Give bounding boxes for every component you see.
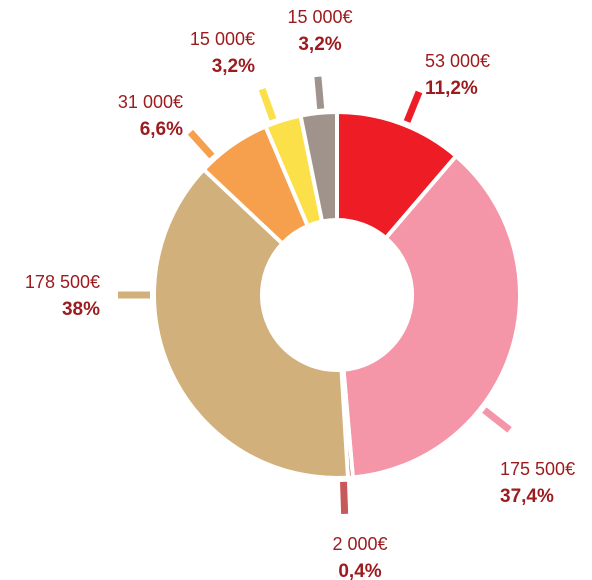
slice bbox=[298, 109, 339, 224]
slice bbox=[152, 166, 351, 480]
leader-line bbox=[403, 90, 423, 123]
share-label: 3,2% bbox=[298, 34, 341, 55]
amount-label: 15 000€ bbox=[190, 29, 255, 49]
share-label: 38% bbox=[62, 299, 100, 320]
amount-label: 53 000€ bbox=[425, 51, 490, 71]
amount-label: 2 000€ bbox=[332, 534, 387, 554]
amount-label: 175 500€ bbox=[500, 459, 575, 479]
share-label: 3,2% bbox=[212, 56, 255, 77]
leader-line bbox=[187, 129, 215, 159]
leader-line bbox=[258, 88, 277, 121]
amount-label: 178 500€ bbox=[25, 272, 100, 292]
share-label: 11,2% bbox=[425, 78, 478, 99]
leader-line bbox=[340, 481, 349, 514]
share-label: 6,6% bbox=[140, 119, 183, 140]
share-label: 37,4% bbox=[500, 486, 554, 507]
amount-label: 31 000€ bbox=[118, 92, 183, 112]
leader-line bbox=[482, 407, 512, 433]
leader-line bbox=[314, 76, 325, 110]
amount-label: 15 000€ bbox=[287, 7, 352, 27]
share-label: 0,4% bbox=[338, 561, 381, 580]
slice bbox=[341, 153, 522, 480]
